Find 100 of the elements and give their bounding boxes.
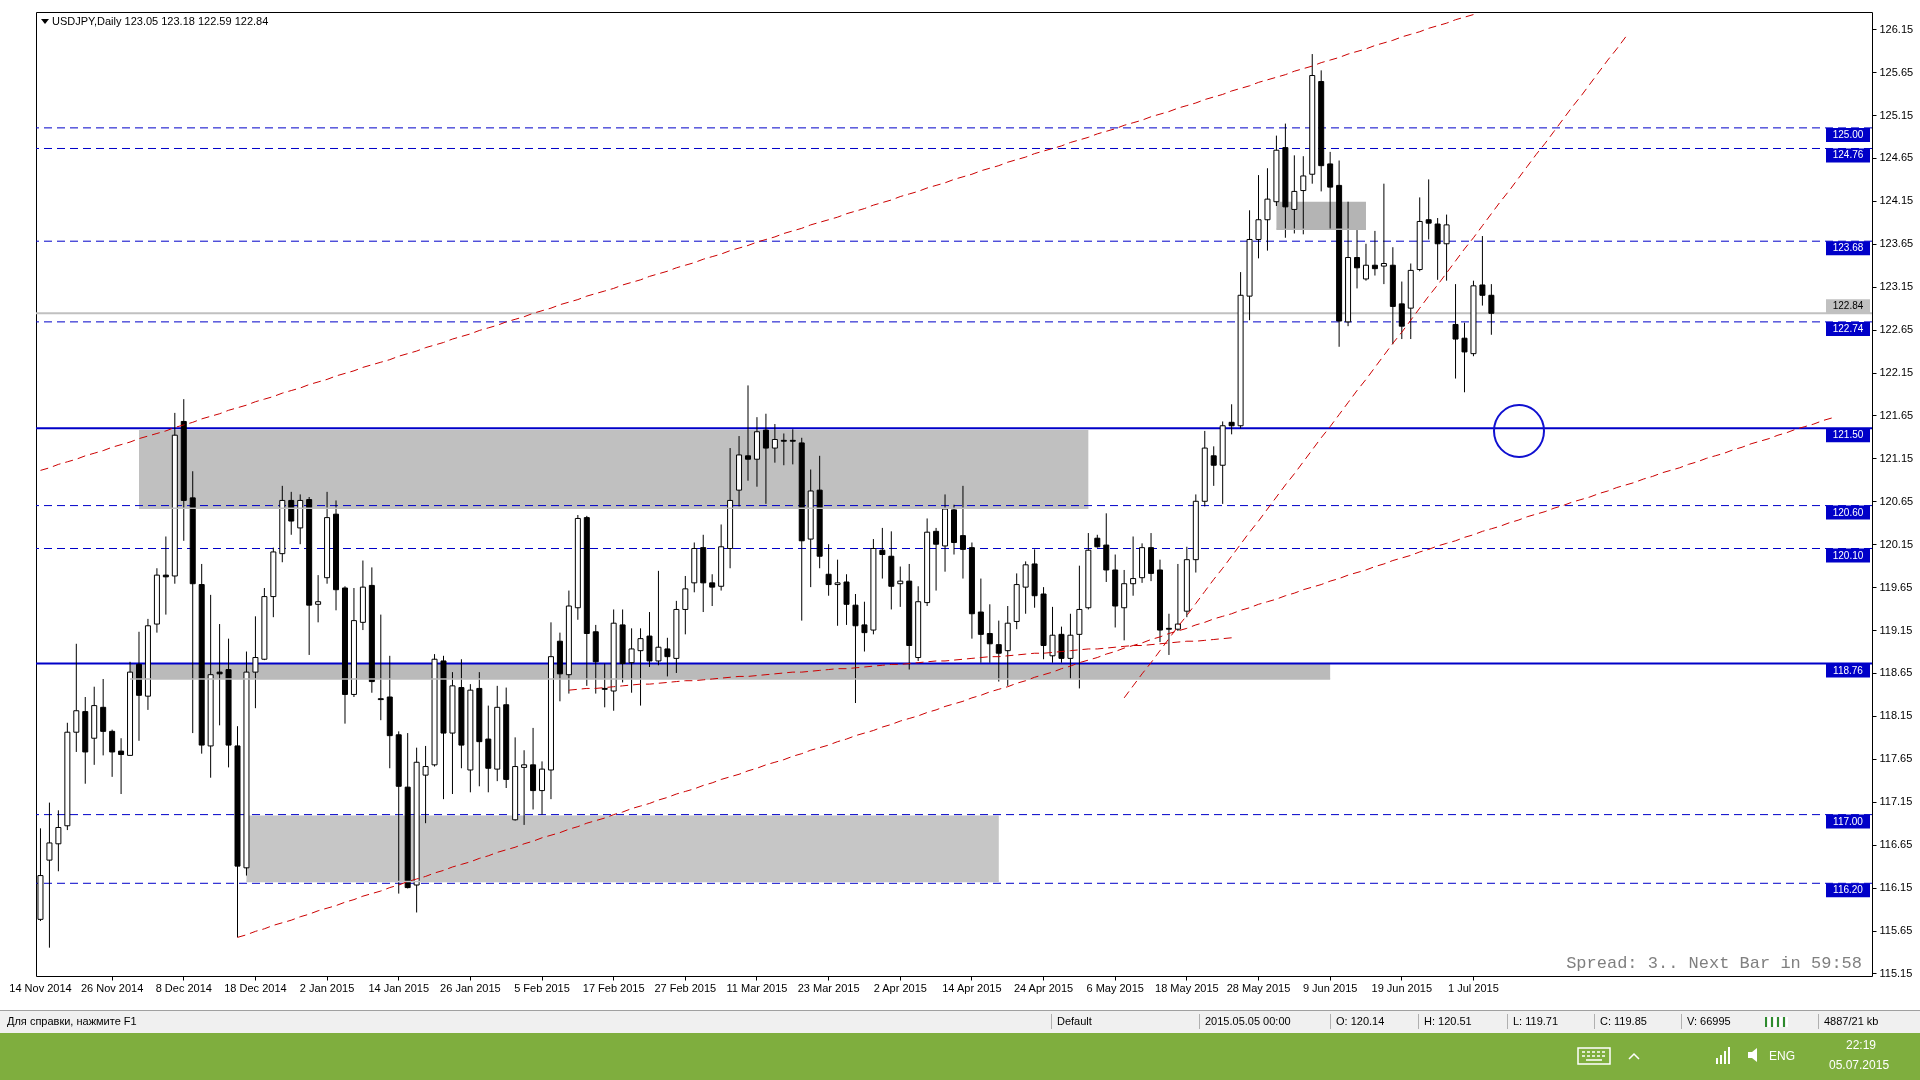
text: H: 120.51 bbox=[1418, 1014, 1472, 1029]
y-tick-label: 121.65 bbox=[1879, 408, 1914, 421]
candlestick bbox=[1380, 183, 1387, 285]
ref-line-label: 117.00 bbox=[1833, 815, 1864, 827]
y-tick-label: 117.65 bbox=[1879, 752, 1913, 765]
x-tick-label: 9 Jun 2015 bbox=[1302, 982, 1358, 994]
y-tick-label: 123.15 bbox=[1879, 280, 1914, 293]
ref-line-label: 120.60 bbox=[1832, 506, 1864, 518]
x-tick-label: 8 Dec 2014 bbox=[155, 982, 212, 994]
x-tick-label: 14 Jan 2015 bbox=[368, 982, 429, 994]
candlestick bbox=[73, 643, 80, 753]
candlestick bbox=[825, 543, 832, 597]
candlestick bbox=[118, 737, 125, 795]
x-tick-label: 27 Feb 2015 bbox=[654, 982, 717, 994]
candlestick bbox=[315, 574, 322, 623]
candlestick bbox=[1371, 230, 1378, 277]
y-tick-label: 119.65 bbox=[1879, 580, 1913, 593]
x-tick-label: 19 Jun 2015 bbox=[1371, 982, 1433, 994]
candlestick bbox=[834, 559, 841, 627]
candlestick bbox=[637, 627, 644, 707]
y-tick-label: 117.15 bbox=[1879, 795, 1913, 808]
candlestick bbox=[628, 627, 635, 694]
candlestick bbox=[1398, 281, 1405, 340]
candlestick bbox=[1067, 613, 1074, 680]
candlestick bbox=[601, 663, 608, 708]
y-tick-label: 120.15 bbox=[1879, 537, 1914, 550]
candlestick bbox=[109, 729, 116, 778]
candlestick bbox=[1174, 563, 1181, 632]
x-tick-label: 26 Jan 2015 bbox=[440, 982, 501, 994]
candlestick bbox=[162, 535, 169, 616]
x-tick-label: 14 Apr 2015 bbox=[942, 982, 1002, 994]
x-tick-label: 6 May 2015 bbox=[1086, 982, 1144, 994]
candlestick bbox=[1425, 178, 1432, 240]
candlestick bbox=[861, 601, 868, 653]
y-tick-label: 125.65 bbox=[1879, 65, 1914, 78]
candlestick bbox=[1291, 154, 1298, 234]
candlestick bbox=[1452, 283, 1459, 380]
ref-line-label: 116.20 bbox=[1833, 884, 1864, 896]
x-tick-label: 23 Mar 2015 bbox=[797, 982, 860, 994]
x-tick-label: 1 Jul 2015 bbox=[1448, 982, 1499, 994]
candlestick bbox=[977, 578, 984, 664]
x-tick-label: 17 Feb 2015 bbox=[582, 982, 645, 994]
ref-line-label: 121.50 bbox=[1832, 429, 1864, 441]
candlestick bbox=[1210, 445, 1217, 487]
candlestick bbox=[46, 802, 53, 949]
x-tick-label: 28 May 2015 bbox=[1226, 982, 1291, 994]
y-tick-label: 118.15 bbox=[1879, 709, 1913, 722]
ref-line-label: 120.10 bbox=[1832, 549, 1864, 561]
ref-line-label: 125.00 bbox=[1832, 128, 1864, 140]
candlestick bbox=[1327, 151, 1334, 230]
y-tick-label: 125.15 bbox=[1879, 108, 1914, 121]
candlestick bbox=[1443, 214, 1450, 282]
text: Для справки, нажмите F1 bbox=[6, 1014, 137, 1029]
y-tick-label: 124.15 bbox=[1879, 194, 1914, 207]
y-tick-label: 115.15 bbox=[1879, 966, 1913, 979]
x-tick-label: 14 Nov 2014 bbox=[9, 982, 72, 994]
candlestick bbox=[843, 573, 850, 626]
text: 4887/21 kb bbox=[1818, 1014, 1879, 1029]
candlestick bbox=[1130, 535, 1137, 597]
y-tick-label: 115.65 bbox=[1879, 924, 1913, 936]
candlestick bbox=[1255, 174, 1262, 259]
y-tick-label: 122.15 bbox=[1879, 366, 1914, 379]
ref-line-label: 123.68 bbox=[1832, 242, 1864, 254]
text: 05.07.2015 bbox=[1829, 1058, 1890, 1072]
candlestick bbox=[1228, 403, 1235, 435]
candlestick bbox=[959, 485, 966, 580]
annotation: Spread: 3.. Next Bar in 59:58 bbox=[1566, 954, 1862, 973]
x-tick-label: 2 Jan 2015 bbox=[299, 982, 355, 994]
candlestick bbox=[1362, 243, 1369, 282]
text: O: 120.14 bbox=[1330, 1014, 1385, 1029]
candlestick bbox=[1300, 155, 1307, 235]
y-tick-label: 120.65 bbox=[1879, 494, 1914, 507]
text: Default bbox=[1051, 1014, 1092, 1029]
candlestick bbox=[762, 413, 769, 505]
text: V: 66995 bbox=[1681, 1014, 1731, 1029]
text: ENG bbox=[1769, 1049, 1796, 1063]
ref-line-label: 118.76 bbox=[1833, 664, 1864, 676]
x-tick-label: 5 Feb 2015 bbox=[514, 982, 570, 994]
candlestick bbox=[216, 623, 223, 726]
candlestick bbox=[55, 809, 62, 872]
y-tick-label: 119.15 bbox=[1879, 623, 1913, 636]
candlestick bbox=[1354, 229, 1361, 289]
candlestick bbox=[1461, 322, 1468, 393]
x-tick-label: 11 Mar 2015 bbox=[726, 982, 788, 994]
candlestick bbox=[1049, 606, 1056, 664]
y-tick-label: 126.15 bbox=[1879, 22, 1914, 35]
x-tick-label: 18 May 2015 bbox=[1155, 982, 1219, 994]
candlestick bbox=[995, 620, 1002, 683]
candlestick bbox=[1165, 613, 1172, 656]
candlestick bbox=[879, 527, 886, 580]
x-tick-label: 24 Apr 2015 bbox=[1013, 982, 1074, 994]
candlestick bbox=[709, 573, 716, 607]
candlestick bbox=[852, 593, 859, 704]
text: 2015.05.05 00:00 bbox=[1199, 1014, 1291, 1029]
candlestick bbox=[252, 615, 259, 709]
candlestick bbox=[288, 491, 295, 536]
y-tick-label: 118.65 bbox=[1879, 666, 1913, 679]
candlestick bbox=[664, 637, 671, 677]
candlestick bbox=[1022, 560, 1029, 615]
ref-line-label: 122.74 bbox=[1832, 322, 1864, 334]
